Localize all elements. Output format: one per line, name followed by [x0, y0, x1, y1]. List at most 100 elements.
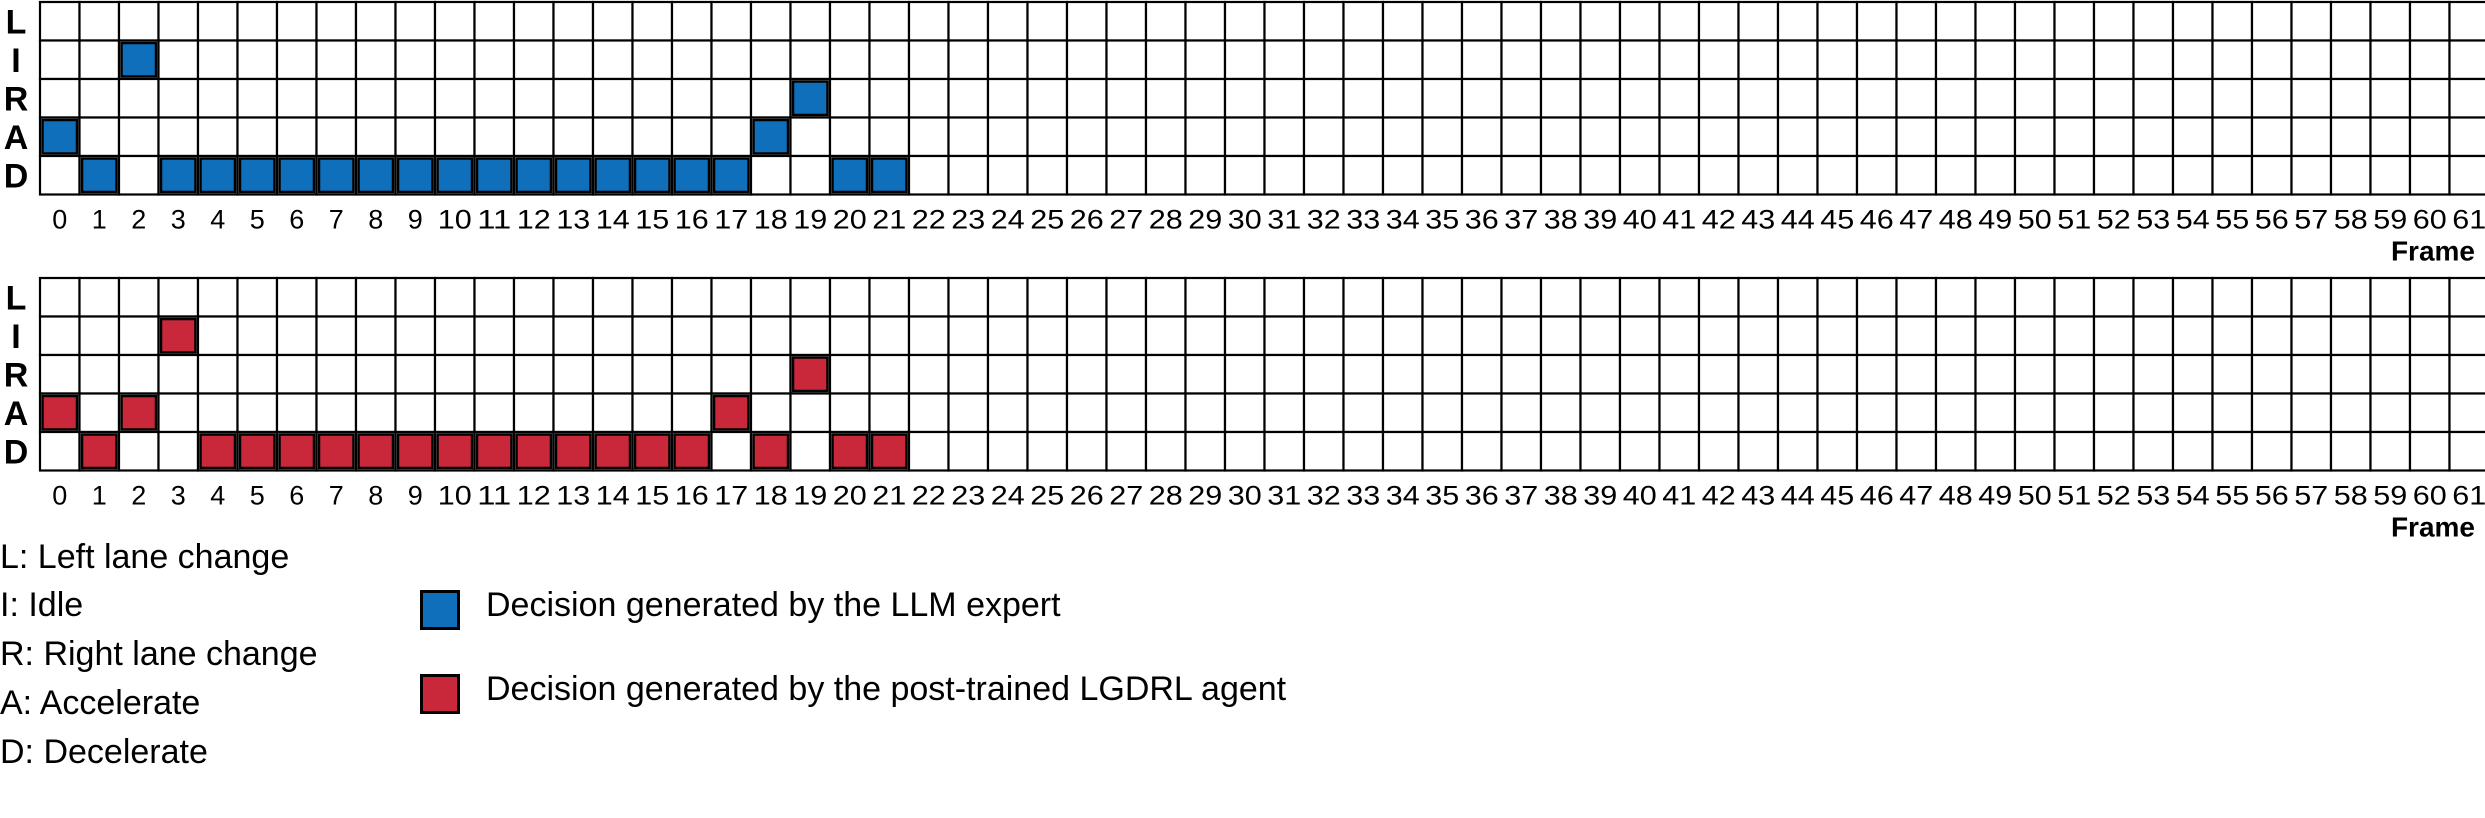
grid-cell: [394, 0, 437, 42]
frame-tick-label: 29: [1188, 481, 1222, 511]
grid-cell: [1184, 315, 1227, 357]
grid-cell: [2132, 154, 2175, 196]
grid-cell: [2211, 430, 2254, 472]
grid-cell: [1105, 276, 1148, 318]
grid-cell: [986, 154, 1029, 196]
grid-cell: [670, 353, 713, 395]
grid-cell: [552, 0, 595, 42]
grid-cell: [710, 315, 753, 357]
grid-cell: [1381, 353, 1424, 395]
grid-cell: [1144, 39, 1187, 81]
grid-cell: [1223, 315, 1266, 357]
grid-cell: [2053, 276, 2096, 318]
frame-tick-label: 54: [2176, 205, 2210, 235]
decision-cell-frame-19: [791, 80, 829, 117]
frame-tick-label: 30: [1228, 205, 1262, 235]
grid-cell: [1539, 0, 1582, 42]
grid-cell: [1895, 315, 1938, 357]
grid-cell: [512, 77, 555, 119]
grid-cell: [1816, 116, 1859, 158]
frame-tick-label: 61: [2452, 481, 2485, 511]
grid-cell: [1618, 77, 1661, 119]
frame-tick-label: 16: [675, 205, 709, 235]
grid-cell: [1223, 39, 1266, 81]
grid-cell: [2290, 116, 2333, 158]
row-label-L: L: [6, 3, 27, 41]
grid-cell: [552, 276, 595, 318]
grid-cell: [1855, 353, 1898, 395]
grid-cell: [1342, 77, 1385, 119]
frame-tick-label: 14: [596, 205, 630, 235]
grid-cell: [828, 0, 871, 42]
grid-cell: [710, 276, 753, 318]
grid-cell: [1302, 116, 1345, 158]
grid-cell: [2448, 276, 2485, 318]
decision-cell-frame-21: [870, 157, 908, 194]
decision-cell-frame-10: [436, 157, 474, 194]
grid-cell: [789, 392, 832, 434]
grid-cell: [275, 276, 318, 318]
grid-cell: [2171, 353, 2214, 395]
grid-cell: [2171, 392, 2214, 434]
decision-cell-frame-12: [515, 433, 553, 470]
frame-tick-label: 17: [714, 481, 748, 511]
grid-cell: [2132, 392, 2175, 434]
grid-cell: [907, 315, 950, 357]
grid-cell: [1223, 0, 1266, 42]
grid-cell: [631, 276, 674, 318]
grid-cell: [749, 276, 792, 318]
grid-cell: [2329, 392, 2372, 434]
grid-cell: [1737, 39, 1780, 81]
frame-tick-label: 6: [289, 205, 304, 235]
grid-cell: [1263, 392, 1306, 434]
grid-cell: [117, 0, 160, 42]
grid-cell: [433, 276, 476, 318]
grid-cell: [552, 392, 595, 434]
grid-cell: [907, 430, 950, 472]
grid-cell: [1421, 116, 1464, 158]
grid-cell: [631, 77, 674, 119]
grid-cell: [986, 353, 1029, 395]
grid-cell: [1184, 430, 1227, 472]
frame-tick-label: 40: [1623, 205, 1657, 235]
grid-cell: [591, 77, 634, 119]
grid-cell: [986, 0, 1029, 42]
grid-cell: [1105, 116, 1148, 158]
grid-cell: [512, 0, 555, 42]
frame-tick-label: 27: [1109, 481, 1143, 511]
grid-cell: [157, 353, 200, 395]
frame-tick-label: 21: [872, 205, 906, 235]
grid-cell: [394, 353, 437, 395]
grid-cell: [1776, 392, 1819, 434]
grid-cell: [2329, 77, 2372, 119]
grid-cell: [749, 353, 792, 395]
grid-cell: [1697, 276, 1740, 318]
frame-tick-label: 19: [793, 481, 827, 511]
row-label-L: L: [6, 279, 27, 317]
grid-cell: [670, 392, 713, 434]
grid-cell: [2448, 353, 2485, 395]
frame-tick-label: 28: [1149, 481, 1183, 511]
frame-tick-label: 47: [1899, 481, 1933, 511]
grid-cell: [789, 154, 832, 196]
frame-tick-label: 16: [675, 481, 709, 511]
grid-cell: [117, 353, 160, 395]
key-idle: I: Idle: [0, 586, 84, 624]
grid-cell: [2408, 154, 2451, 196]
grid-cell: [868, 77, 911, 119]
grid-cell: [1855, 39, 1898, 81]
grid-cell: [236, 77, 279, 119]
grid-cell: [1697, 315, 1740, 357]
grid-cell: [1974, 39, 2017, 81]
grid-cell: [907, 0, 950, 42]
grid-cell: [552, 315, 595, 357]
grid-cell: [1579, 430, 1622, 472]
decision-cell-frame-1: [80, 433, 118, 470]
grid-cell: [2408, 116, 2451, 158]
grid-cell: [1816, 0, 1859, 42]
decision-cell-frame-9: [396, 433, 434, 470]
grid-cell: [1065, 0, 1108, 42]
grid-cell: [2211, 353, 2254, 395]
grid-cell: [1144, 77, 1187, 119]
frame-tick-label: 10: [438, 481, 472, 511]
